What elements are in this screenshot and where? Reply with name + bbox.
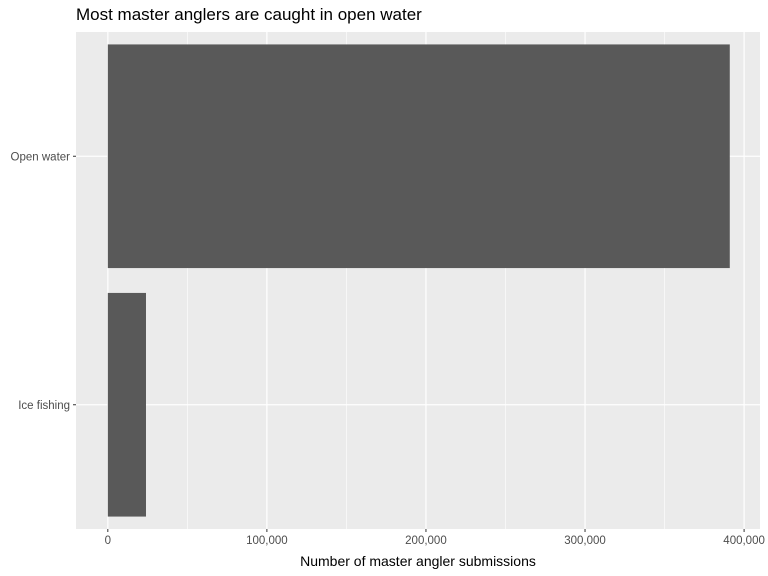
x-tick-label: 0 bbox=[105, 535, 111, 547]
y-tick-label: Open water bbox=[11, 151, 71, 163]
x-axis-title: Number of master angler submissions bbox=[300, 553, 536, 569]
bar-open-water bbox=[107, 44, 730, 269]
x-tick-label: 200,000 bbox=[405, 535, 447, 547]
y-tick-label: Ice fishing bbox=[18, 400, 70, 412]
chart-title: Most master anglers are caught in open w… bbox=[76, 5, 422, 24]
bar-ice-fishing bbox=[107, 292, 146, 517]
x-tick-label: 100,000 bbox=[246, 535, 288, 547]
x-tick-label: 400,000 bbox=[723, 535, 765, 547]
x-tick-label: 300,000 bbox=[564, 535, 606, 547]
